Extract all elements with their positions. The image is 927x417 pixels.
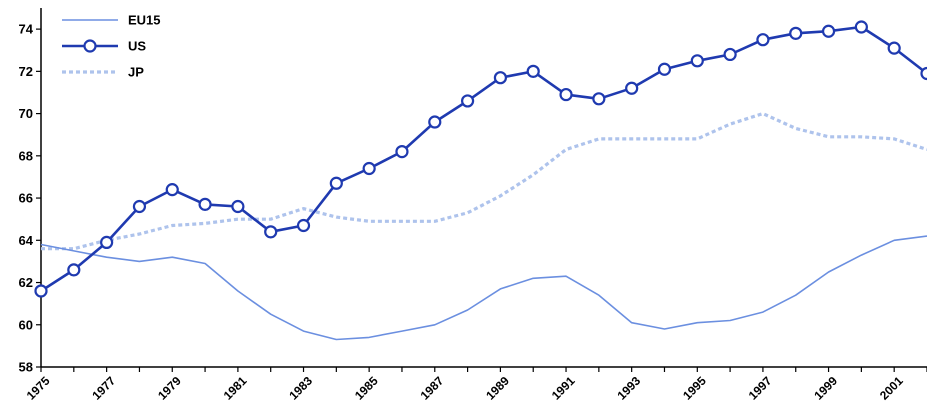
data-point-us xyxy=(298,220,309,231)
data-point-us xyxy=(36,285,47,296)
series-line-eu15 xyxy=(41,236,927,339)
x-tick-label: 1999 xyxy=(811,374,840,403)
legend: EU15 US JP xyxy=(62,13,161,80)
data-point-us xyxy=(68,264,79,275)
x-tick-label: 1977 xyxy=(89,374,118,403)
data-point-us xyxy=(528,66,539,77)
data-point-us xyxy=(593,93,604,104)
data-point-us xyxy=(626,83,637,94)
legend-label-us: US xyxy=(128,39,146,54)
x-tick-label: 1983 xyxy=(286,374,315,403)
data-point-us xyxy=(462,95,473,106)
x-tick-label: 1997 xyxy=(746,374,775,403)
series-line-jp xyxy=(41,114,927,249)
y-tick-label: 58 xyxy=(19,360,33,375)
x-tick-label: 1995 xyxy=(680,374,709,403)
x-tick-label: 1981 xyxy=(221,374,250,403)
data-point-us xyxy=(725,49,736,60)
series-line-us xyxy=(41,27,927,291)
legend-label-eu15: EU15 xyxy=(128,13,161,28)
y-tick-label: 62 xyxy=(19,275,33,290)
data-point-us xyxy=(232,201,243,212)
y-tick-label: 64 xyxy=(19,233,34,248)
x-tick-label: 1985 xyxy=(352,374,381,403)
data-point-us xyxy=(134,201,145,212)
legend-label-jp: JP xyxy=(128,65,144,80)
data-point-us xyxy=(265,226,276,237)
data-point-us xyxy=(823,26,834,37)
data-point-us xyxy=(692,55,703,66)
data-point-us xyxy=(922,68,927,79)
legend-marker-us xyxy=(85,41,96,52)
y-tick-label: 70 xyxy=(19,106,33,121)
y-tick-label: 60 xyxy=(19,317,33,332)
data-point-us xyxy=(790,28,801,39)
x-tick-label: 1991 xyxy=(549,374,578,403)
data-point-us xyxy=(659,64,670,75)
axes: 58 60 62 64 66 68 70 72 74 1975 1977 1979 1981 1983 19… xyxy=(19,8,927,403)
data-point-us xyxy=(396,146,407,157)
data-point-us xyxy=(889,43,900,54)
data-point-us xyxy=(856,22,867,33)
data-point-us xyxy=(561,89,572,100)
data-point-us xyxy=(495,72,506,83)
x-tick-label: 1979 xyxy=(155,374,184,403)
y-tick-label: 68 xyxy=(19,148,33,163)
data-point-us xyxy=(200,199,211,210)
x-tick-label: 2001 xyxy=(877,374,906,403)
x-tick-label: 1989 xyxy=(483,374,512,403)
y-tick-label: 72 xyxy=(19,64,33,79)
y-tick-label: 66 xyxy=(19,191,33,206)
x-tick-label: 1993 xyxy=(614,374,643,403)
data-point-us xyxy=(101,237,112,248)
y-tick-label: 74 xyxy=(19,22,34,37)
data-point-us xyxy=(331,178,342,189)
data-point-us xyxy=(429,117,440,128)
data-point-us xyxy=(757,34,768,45)
x-tick-label: 1987 xyxy=(418,374,447,403)
x-tick-label: 1975 xyxy=(24,374,53,403)
data-point-us xyxy=(364,163,375,174)
data-point-us xyxy=(167,184,178,195)
series-lines xyxy=(36,22,927,340)
